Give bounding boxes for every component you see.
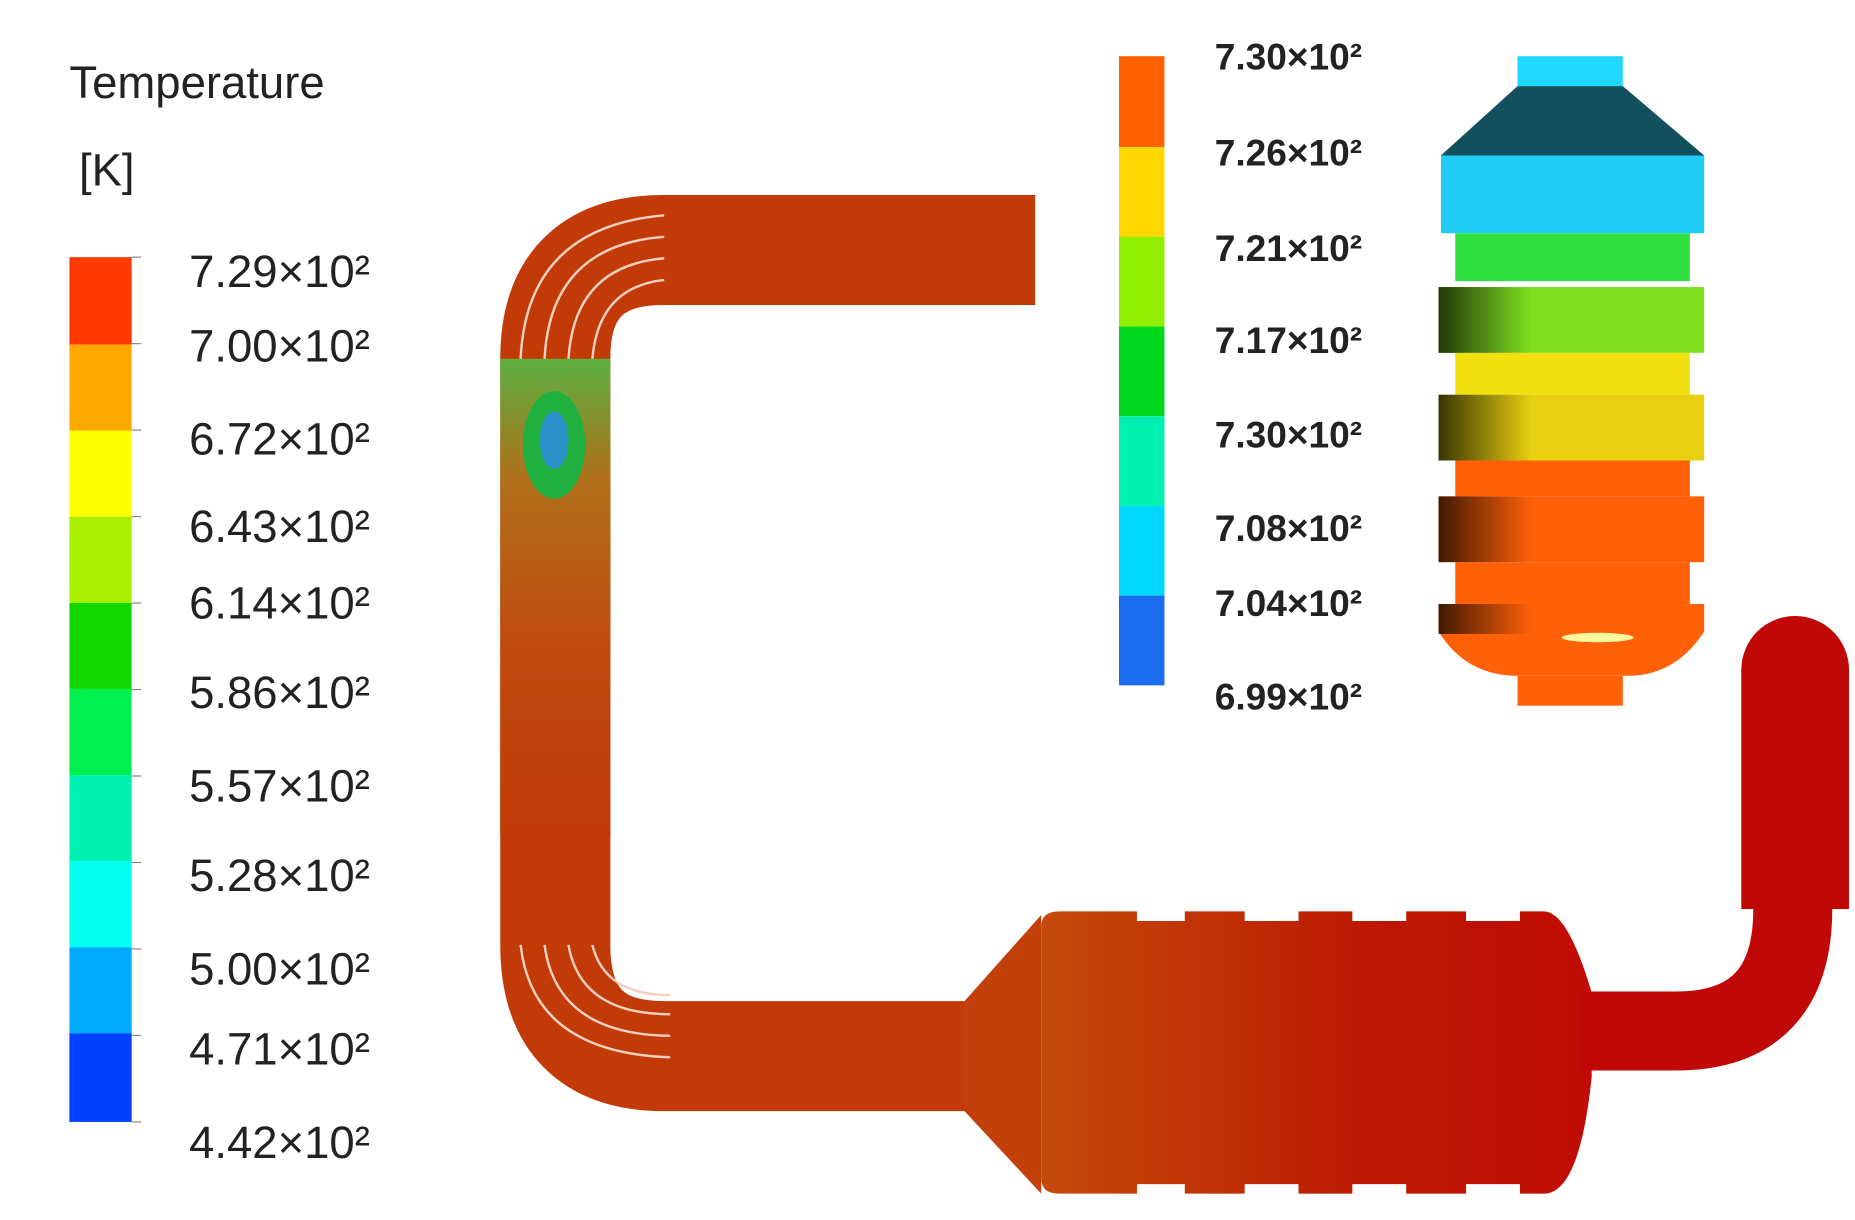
cold-core <box>539 411 569 469</box>
pipe <box>500 194 1036 1112</box>
legend-label: 7.00×10² <box>189 320 370 371</box>
legend-label: 5.00×10² <box>189 943 370 994</box>
legend-label: 4.42×10² <box>189 1117 370 1168</box>
color-bar <box>69 257 132 1122</box>
legend-label: 5.86×10² <box>189 667 370 718</box>
legend-label: 7.08×10² <box>1215 507 1362 549</box>
legend-label: 7.04×10² <box>1215 582 1362 624</box>
legend-label: 7.21×10² <box>1215 227 1362 269</box>
legend-label: 6.14×10² <box>189 577 370 628</box>
legend-label: 4.71×10² <box>189 1024 370 1075</box>
legend-label: 7.26×10² <box>1215 131 1362 173</box>
legend-unit: [K] <box>79 144 135 195</box>
legend-label: 6.72×10² <box>189 414 370 465</box>
legend-label: 7.30×10² <box>1215 414 1362 456</box>
guide-vanes <box>519 214 671 1059</box>
legend-label: 5.28×10² <box>189 850 370 901</box>
outlet-pipe <box>1579 669 1833 1071</box>
color-bar <box>1118 56 1165 686</box>
outlet-end <box>1741 615 1850 724</box>
muffler-body <box>1041 911 1592 1194</box>
legend-label: 5.57×10² <box>189 760 370 811</box>
legend-title: Temperature <box>69 57 324 108</box>
converter-inset <box>1438 56 1705 706</box>
legend-label: 7.30×10² <box>1215 36 1362 78</box>
legend-label: 6.43×10² <box>189 501 370 552</box>
legend-label: 7.17×10² <box>1215 319 1362 361</box>
legend-label: 7.29×10² <box>189 246 370 297</box>
legend-label: 6.99×10² <box>1215 676 1362 718</box>
cone <box>963 915 1042 1194</box>
